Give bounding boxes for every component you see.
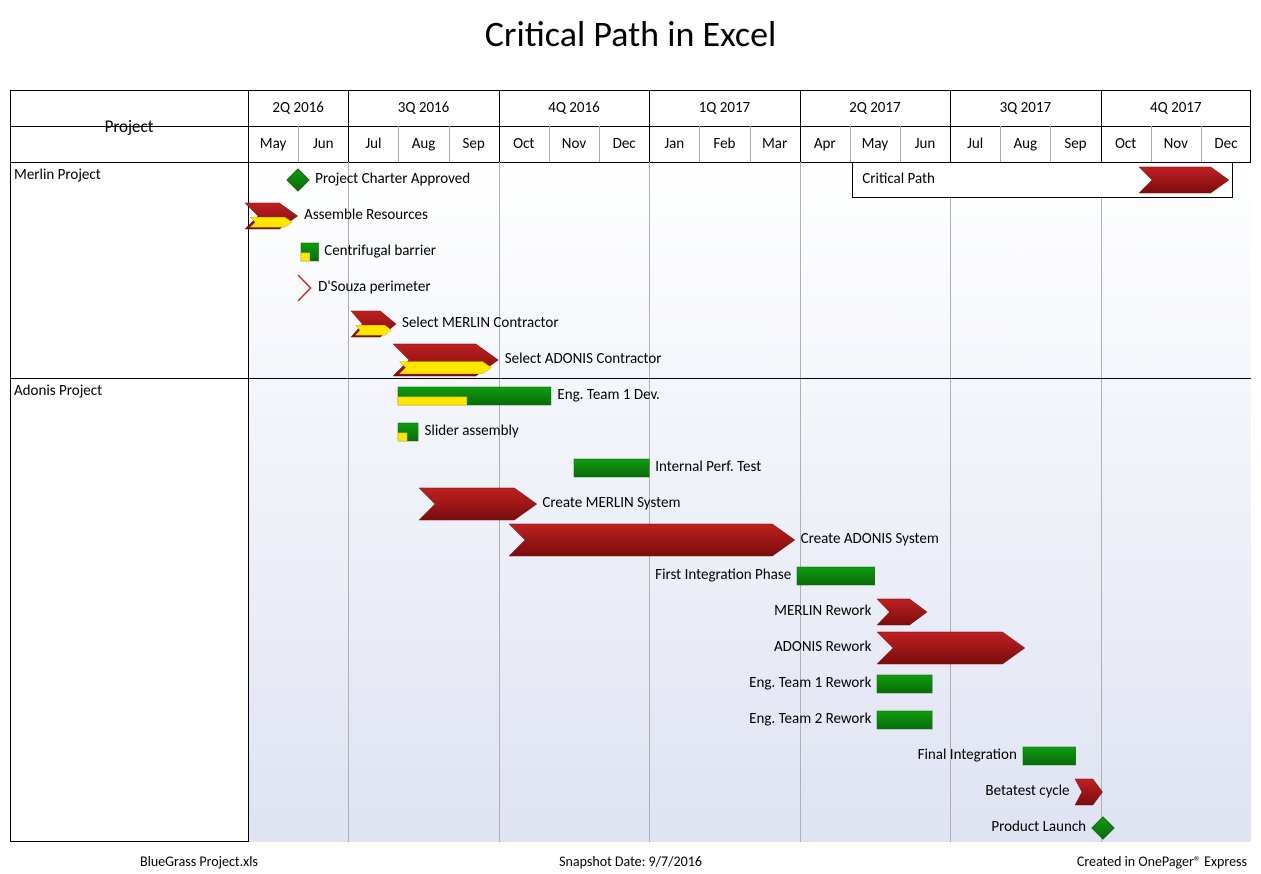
task-label: Centrifugal barrier <box>324 242 436 260</box>
task-label: D'Souza perimeter <box>318 278 430 296</box>
task-label: First Integration Phase <box>655 566 791 584</box>
quarter-label: 3Q 2017 <box>950 90 1100 126</box>
task-label: Product Launch <box>991 818 1086 836</box>
quarter-label: 4Q 2017 <box>1101 90 1251 126</box>
month-label: Dec <box>599 126 649 162</box>
task-label: Eng. Team 2 Rework <box>749 710 871 728</box>
month-label: Jun <box>298 126 348 162</box>
task-label: Select MERLIN Contractor <box>402 314 559 332</box>
task-shape <box>877 711 932 729</box>
month-label: Feb <box>699 126 749 162</box>
task-shape <box>1023 747 1076 765</box>
task-shape <box>1092 817 1114 839</box>
month-label: Jul <box>950 126 1000 162</box>
month-label: Oct <box>1101 126 1151 162</box>
task-shape <box>877 632 1025 664</box>
task-shape <box>797 567 875 585</box>
task-shape <box>298 275 316 301</box>
month-label: Apr <box>800 126 850 162</box>
task-shape <box>351 311 396 337</box>
task-label: Internal Perf. Test <box>655 458 761 476</box>
task-label: Betatest cycle <box>985 782 1069 800</box>
task-shape <box>1075 779 1103 805</box>
task-label: Select ADONIS Contractor <box>505 350 662 368</box>
quarter-label: 2Q 2017 <box>800 90 950 126</box>
task-label: Create ADONIS System <box>801 530 939 548</box>
month-label: Sep <box>449 126 499 162</box>
month-label: May <box>248 126 298 162</box>
task-label: MERLIN Rework <box>774 602 871 620</box>
quarter-label: 4Q 2016 <box>499 90 649 126</box>
month-label: Sep <box>1050 126 1100 162</box>
task-label: Eng. Team 1 Dev. <box>557 386 659 404</box>
month-label: Jul <box>348 126 398 162</box>
task-label: Assemble Resources <box>304 206 428 224</box>
task-shape <box>398 387 551 405</box>
task-shape <box>245 203 298 229</box>
task-shape <box>877 675 932 693</box>
month-label: Aug <box>1000 126 1050 162</box>
month-label: Oct <box>499 126 549 162</box>
quarter-label: 3Q 2016 <box>348 90 498 126</box>
month-label: Nov <box>549 126 599 162</box>
task-shape <box>877 599 927 625</box>
project-row-label: Adonis Project <box>10 382 252 400</box>
task-shape <box>509 524 795 556</box>
chart-title: Critical Path in Excel <box>0 12 1261 56</box>
task-label: Create MERLIN System <box>542 494 680 512</box>
task-shape <box>398 423 418 441</box>
month-label: Nov <box>1151 126 1201 162</box>
sidebar-header: Project <box>10 90 248 162</box>
legend-arrow <box>1139 167 1229 193</box>
month-label: Mar <box>750 126 800 162</box>
task-shape <box>393 344 498 376</box>
project-row-label: Merlin Project <box>10 166 252 184</box>
month-label: Jun <box>900 126 950 162</box>
task-label: ADONIS Rework <box>774 638 871 656</box>
quarter-label: 1Q 2017 <box>649 90 799 126</box>
task-shape <box>287 169 309 191</box>
month-label: Dec <box>1201 126 1251 162</box>
month-label: Jan <box>649 126 699 162</box>
task-label: Slider assembly <box>425 422 519 440</box>
legend-label: Critical Path <box>862 170 935 188</box>
task-shape <box>301 243 319 261</box>
quarter-label: 2Q 2016 <box>248 90 348 126</box>
task-shape <box>574 459 649 477</box>
task-label: Final Integration <box>918 746 1017 764</box>
month-label: May <box>850 126 900 162</box>
month-label: Aug <box>398 126 448 162</box>
task-label: Project Charter Approved <box>315 170 470 188</box>
task-shape <box>419 488 537 520</box>
task-label: Eng. Team 1 Rework <box>749 674 871 692</box>
